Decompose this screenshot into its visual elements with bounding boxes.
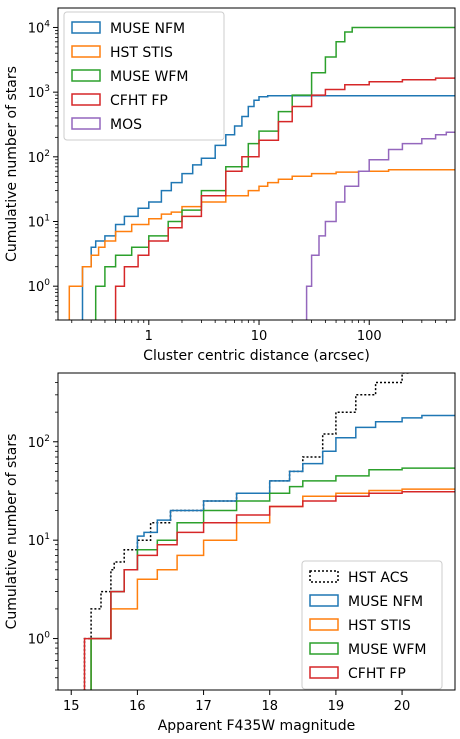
y-axis-label: Cumulative number of stars bbox=[4, 434, 20, 630]
x-tick-label: 15 bbox=[63, 699, 80, 714]
legend-swatch bbox=[71, 69, 101, 82]
x-axis-label: Cluster centric distance (arcsec) bbox=[143, 348, 370, 364]
legend-swatch bbox=[71, 93, 101, 106]
x-tick-label: 100 bbox=[357, 329, 382, 344]
series-line-muse-nfm bbox=[81, 94, 455, 320]
legend-label: MUSE NFM bbox=[348, 594, 423, 610]
y-tick-label: 101 bbox=[28, 214, 50, 231]
series-line-mos bbox=[305, 131, 455, 320]
y-tick-label: 100 bbox=[28, 278, 51, 295]
legend-box bbox=[301, 560, 443, 690]
y-tick-label: 103 bbox=[28, 84, 50, 101]
series-line-muse-wfm bbox=[94, 26, 455, 320]
legend-label: HST STIS bbox=[110, 45, 173, 61]
legend-swatch bbox=[309, 594, 339, 607]
x-tick-label: 19 bbox=[328, 699, 345, 714]
series-line-cfht-fp bbox=[114, 77, 455, 320]
legend-label: MUSE NFM bbox=[110, 21, 185, 37]
legend-swatch bbox=[309, 666, 339, 679]
y-axis-label: Cumulative number of stars bbox=[4, 66, 20, 262]
x-tick-label: 17 bbox=[195, 699, 212, 714]
y-tick-label: 101 bbox=[28, 532, 50, 549]
y-tick-label: 104 bbox=[28, 19, 51, 36]
y-tick-label: 100 bbox=[28, 631, 51, 648]
legend-swatch bbox=[309, 570, 339, 583]
plot-frame bbox=[57, 7, 456, 321]
series-group bbox=[68, 26, 455, 320]
y-tick-label: 102 bbox=[28, 434, 50, 451]
x-tick-label: 1 bbox=[145, 329, 153, 344]
legend-label: HST STIS bbox=[348, 618, 411, 634]
series-line-hst-stis bbox=[68, 169, 455, 320]
legend-box bbox=[63, 11, 225, 141]
legend-label: CFHT FP bbox=[110, 93, 168, 109]
x-tick-label: 20 bbox=[394, 699, 411, 714]
x-tick-label: 10 bbox=[251, 329, 268, 344]
y-tick-label: 102 bbox=[28, 149, 50, 166]
legend-swatch bbox=[309, 618, 339, 631]
series-line-cfht-fp bbox=[83, 491, 455, 690]
legend-swatch bbox=[71, 45, 101, 58]
legend-label: MUSE WFM bbox=[348, 642, 426, 658]
plot-frame bbox=[57, 372, 456, 691]
legend-label: MOS bbox=[110, 117, 142, 133]
legend-swatch bbox=[71, 21, 101, 34]
chart-panel-1: 1 10 100 100 101 102 103 104 Cluster centric dis… bbox=[4, 7, 456, 364]
chart-panel-2: 15 16 17 18 19 20 100 101 102 Apparent F435W magn… bbox=[4, 372, 456, 734]
legend-swatch bbox=[71, 117, 101, 130]
x-tick-label: 18 bbox=[261, 699, 278, 714]
legend-label: HST ACS bbox=[348, 570, 409, 586]
x-tick-label: 16 bbox=[129, 699, 146, 714]
legend-label: CFHT FP bbox=[348, 666, 406, 682]
legend-swatch bbox=[309, 642, 339, 655]
legend-label: MUSE WFM bbox=[110, 69, 188, 85]
x-axis-label: Apparent F435W magnitude bbox=[158, 718, 356, 734]
series-group bbox=[83, 373, 455, 690]
